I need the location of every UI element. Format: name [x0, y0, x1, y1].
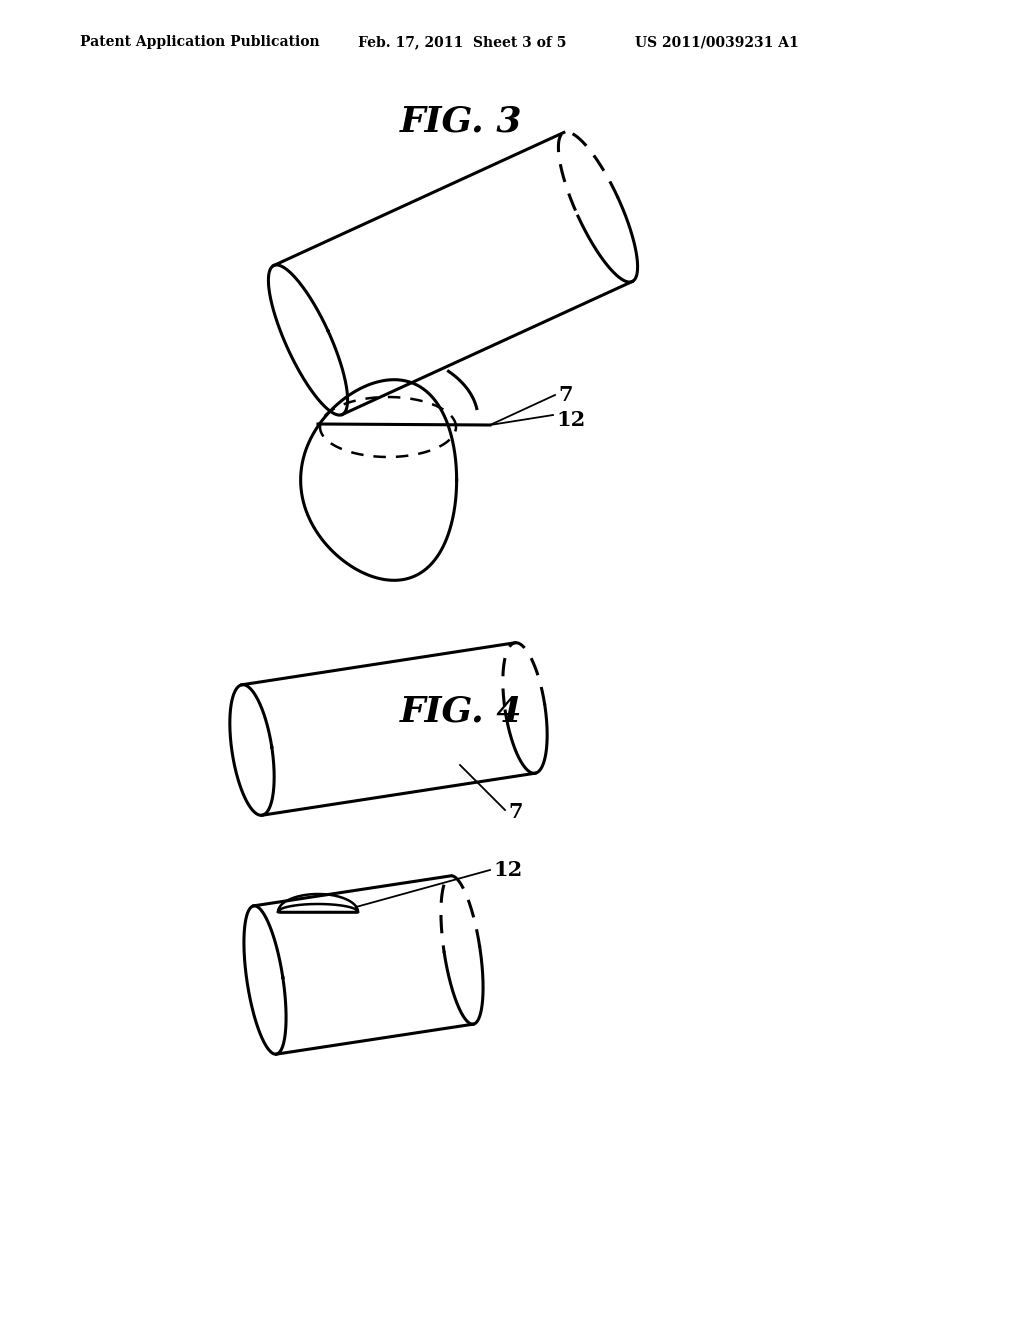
Text: Feb. 17, 2011  Sheet 3 of 5: Feb. 17, 2011 Sheet 3 of 5 [358, 36, 566, 49]
Text: 12: 12 [493, 861, 522, 880]
Text: US 2011/0039231 A1: US 2011/0039231 A1 [635, 36, 799, 49]
Text: 7: 7 [558, 385, 572, 405]
Text: Patent Application Publication: Patent Application Publication [80, 36, 319, 49]
Text: 12: 12 [556, 411, 586, 430]
Text: FIG. 3: FIG. 3 [400, 106, 522, 139]
Text: FIG. 4: FIG. 4 [400, 696, 522, 729]
Text: 7: 7 [508, 803, 522, 822]
